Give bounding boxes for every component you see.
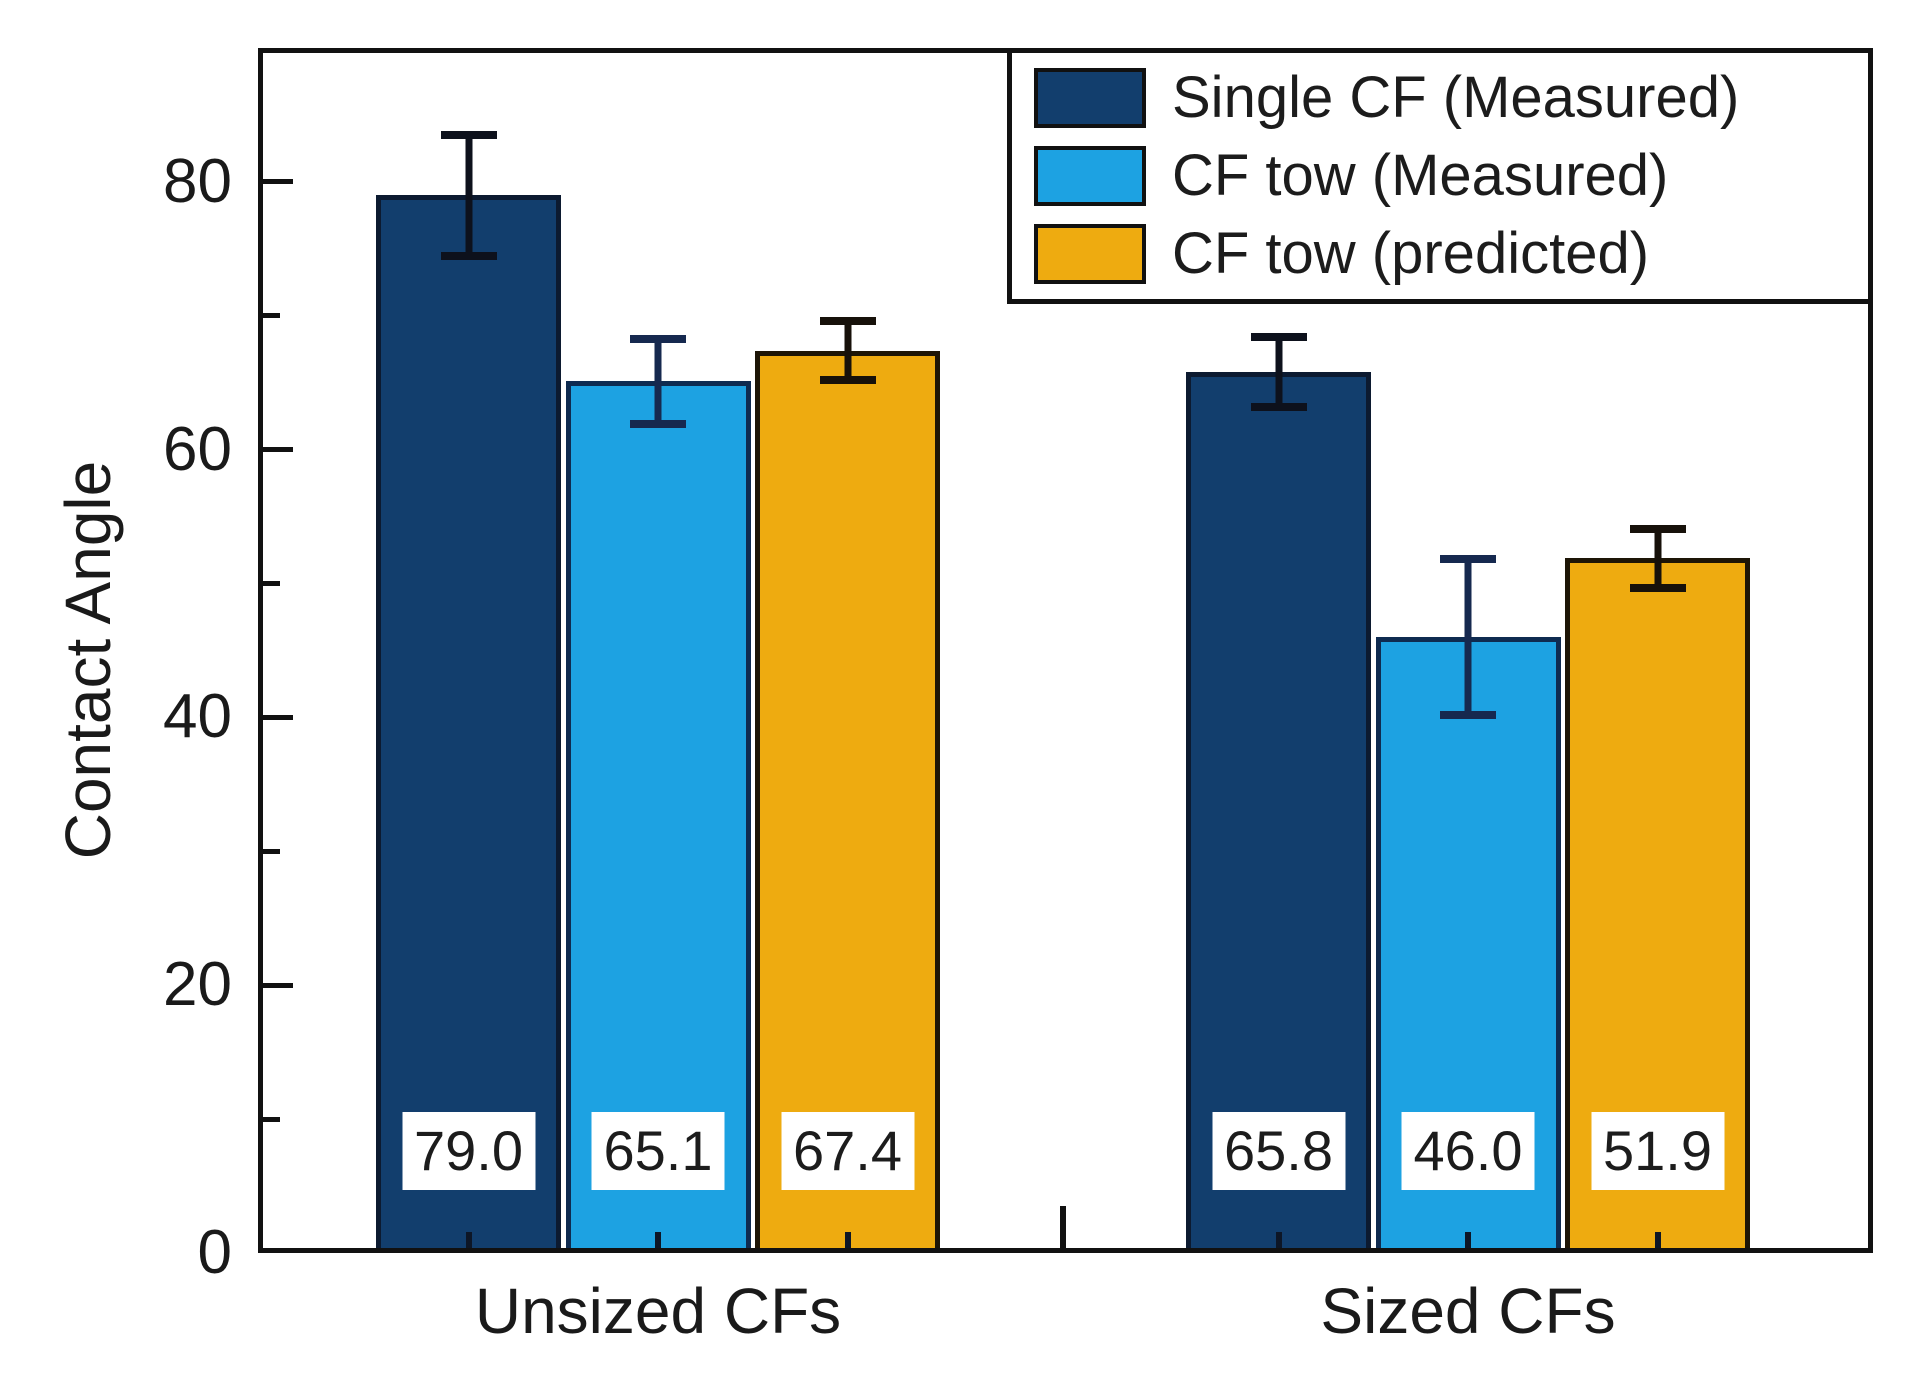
error-bar-stem (1275, 333, 1282, 411)
y-major-tick (263, 714, 293, 720)
y-minor-tick (263, 848, 280, 854)
legend-swatch (1034, 146, 1146, 206)
error-bar (1629, 524, 1686, 592)
legend-swatch (1034, 224, 1146, 284)
x-category-label: Unsized CFs (474, 1275, 842, 1347)
x-minor-tick (1275, 1232, 1282, 1248)
error-bar (1250, 333, 1307, 411)
legend-label: CF tow (Measured) (1172, 143, 1669, 208)
legend-item: Single CF (Measured) (1034, 65, 1868, 131)
x-minor-tick (1465, 1232, 1471, 1248)
y-minor-tick (263, 1116, 280, 1122)
error-bar-stem (1464, 555, 1472, 719)
x-minor-tick (655, 1232, 661, 1248)
legend-label: Single CF (Measured) (1172, 65, 1740, 130)
error-bar-stem (844, 317, 851, 385)
bar-value-label: 51.9 (1591, 1112, 1724, 1190)
legend-label: CF tow (predicted) (1172, 221, 1650, 286)
legend-item: CF tow (Measured) (1034, 143, 1868, 209)
y-minor-tick (263, 313, 280, 319)
error-bar (440, 131, 497, 260)
y-major-tick (263, 982, 293, 988)
y-tick-label: 40 (163, 682, 232, 752)
x-minor-tick (1654, 1232, 1661, 1248)
bar-value-label: 65.8 (1212, 1112, 1345, 1190)
bar-value-label: 65.1 (591, 1112, 725, 1190)
legend: Single CF (Measured) CF tow (Measured) CF … (1007, 48, 1873, 304)
bar (1186, 372, 1371, 1253)
error-bar-stem (465, 131, 472, 260)
y-tick-label: 20 (163, 950, 232, 1020)
y-minor-tick (263, 581, 280, 587)
legend-item: CF tow (predicted) (1034, 221, 1868, 287)
error-bar-stem (1654, 524, 1661, 592)
bar-value-label: 79.0 (402, 1112, 535, 1190)
y-tick-label: 0 (197, 1218, 232, 1287)
error-bar-stem (654, 334, 662, 429)
x-major-tick (1060, 1206, 1066, 1248)
y-tick-label: 60 (163, 414, 232, 484)
x-minor-tick (844, 1232, 851, 1248)
legend-swatch (1034, 68, 1146, 128)
y-major-tick (263, 179, 293, 185)
y-tick-label: 80 (163, 146, 232, 216)
x-category-label: Sized CFs (1320, 1275, 1616, 1347)
bar-value-label: 67.4 (781, 1112, 914, 1190)
error-bar (819, 317, 876, 385)
bar (565, 381, 751, 1253)
x-minor-tick (465, 1232, 472, 1248)
error-bar (630, 334, 686, 429)
y-major-tick (263, 447, 293, 453)
error-bar (1440, 555, 1496, 719)
bar-value-label: 46.0 (1401, 1112, 1535, 1190)
